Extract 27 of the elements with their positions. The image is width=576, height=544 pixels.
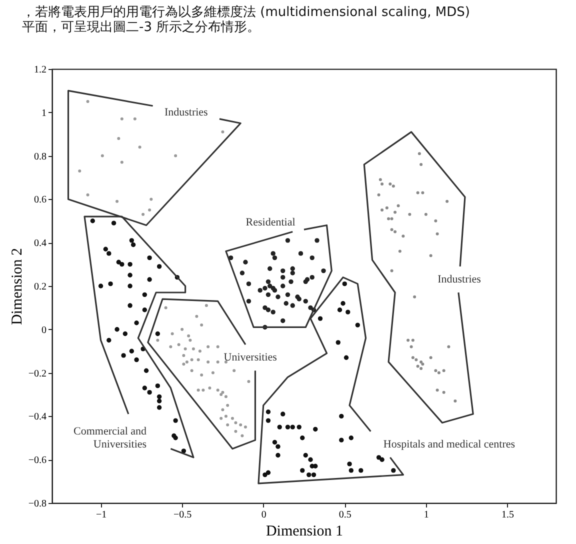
series-label: Residential	[246, 216, 296, 229]
text: ，若將電表用戶的用電行為以多維標度法 (multidimensional scaling, MDS)	[22, 4, 470, 20]
y-tick-label: −0.8	[28, 498, 46, 510]
x-tick-label: 0.5	[338, 510, 352, 520]
x-tick-label: −0.5	[173, 510, 192, 520]
y-tick-label: 0.6	[34, 194, 46, 206]
series-label: Hospitals and medical centres	[383, 438, 516, 450]
x-axis-title: Dimension 1	[266, 524, 344, 540]
y-tick-label: 0.4	[34, 238, 46, 250]
y-tick-label: −0.4	[28, 412, 46, 423]
y-tick-label: 1	[42, 108, 46, 119]
y-tick-label: 0.2	[34, 282, 46, 292]
y-tick-label: 0	[42, 324, 46, 336]
series-label: Industries	[438, 273, 481, 286]
x-tick-label: 1	[424, 510, 429, 520]
x-tick-label: 1.5	[501, 510, 514, 520]
series-label: Industries	[164, 106, 208, 118]
series-label: Commercial and Universities	[74, 425, 148, 450]
x-tick-label: 0	[261, 510, 266, 520]
x-tick-label: −1	[96, 510, 107, 520]
y-tick-label: 1.2	[34, 64, 46, 76]
y-tick-label: −0.6	[28, 455, 46, 466]
y-axis-title: Dimension 2	[9, 248, 26, 326]
y-tick-label: 0.8	[34, 151, 46, 162]
series-label: Universities	[224, 352, 277, 364]
y-tick-label: −0.2	[28, 368, 46, 380]
text: 平面，可呈現出圖二-3 所示之分布情形。	[22, 20, 260, 35]
